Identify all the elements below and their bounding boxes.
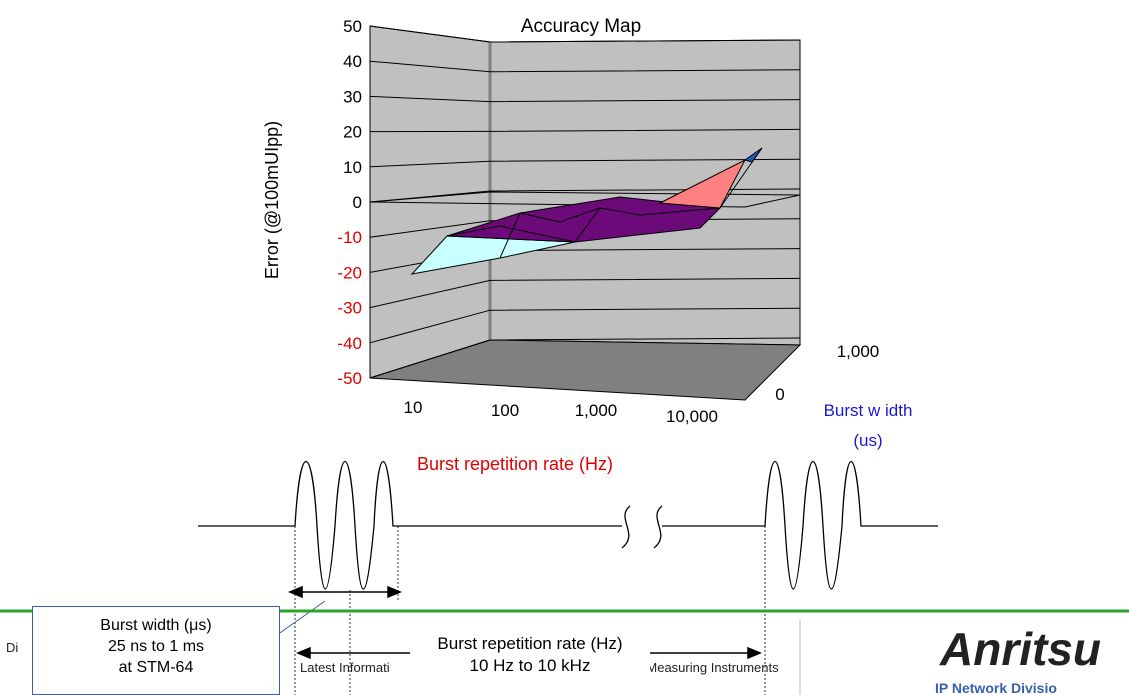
z-tick-label: 1,000 (837, 342, 880, 361)
y-tick-labels: 50 40 30 20 10 0 -10 -20 -30 -40 -50 (337, 17, 362, 388)
gridline (369, 25, 801, 43)
y-axis-label: Error (@100mUIpp) (262, 121, 282, 279)
repetition-line2: 10 Hz to 10 kHz (469, 656, 591, 675)
repetition-line1: Burst repetition rate (Hz) (437, 634, 623, 653)
y-tick-label: -10 (337, 228, 362, 247)
surface (410, 147, 763, 275)
z-axis-label-line1: Burst w idth (824, 401, 913, 420)
y-tick-label: 10 (343, 158, 362, 177)
gridline (369, 337, 801, 379)
footer-logo: Anritsu (939, 623, 1101, 675)
footer-right-fragment: tter Measuring Instruments (624, 660, 779, 675)
waveform-right (662, 460, 938, 590)
footer-middle-fragment: Latest Informati (300, 660, 390, 675)
footer-left-fragment: Di (6, 640, 19, 655)
surface-band-high (658, 158, 747, 209)
burst-waveform (198, 460, 938, 590)
waveform-left (198, 460, 622, 590)
z-tick-label: 0 (775, 385, 784, 404)
x-tick-label: 100 (491, 401, 519, 420)
gridline (369, 95, 801, 103)
footer-division: IP Network Divisio (935, 680, 1057, 695)
burst-width-line3: at STM-64 (118, 659, 194, 676)
x-axis-label: Burst repetition rate (Hz) (417, 454, 613, 474)
burst-width-callout: Burst width (μs) 25 ns to 1 ms at STM-64 (32, 606, 280, 695)
y-tick-label: -20 (337, 263, 362, 282)
gridline (369, 158, 801, 168)
z-tick-labels: 0 1,000 (775, 342, 879, 404)
y-tick-label: 0 (353, 193, 362, 212)
z-axis-label-line2: (us) (853, 431, 882, 450)
break-mark-1 (621, 505, 631, 549)
gridline (369, 307, 801, 344)
break-mark-2 (653, 505, 663, 549)
repetition-callout: Burst repetition rate (Hz) 10 Hz to 10 k… (410, 633, 650, 677)
burst-width-line1: Burst width (μs) (100, 617, 212, 634)
gridline (369, 128, 801, 133)
burst-width-line2: 25 ns to 1 ms (107, 638, 205, 655)
y-tick-label: 40 (343, 52, 362, 71)
x-tick-label: 10 (404, 398, 423, 417)
x-tick-labels: 10 100 1,000 10,000 (404, 398, 718, 426)
y-tick-label: 50 (343, 17, 362, 36)
x-tick-label: 10,000 (666, 407, 718, 426)
gridline (369, 277, 801, 309)
x-tick-label: 1,000 (575, 401, 618, 420)
y-tick-label: -40 (337, 334, 362, 353)
y-tick-label: 20 (343, 123, 362, 142)
y-tick-label: 30 (343, 87, 362, 106)
y-tick-label: -50 (337, 369, 362, 388)
y-tick-label: -30 (337, 299, 362, 318)
chart-title: Accuracy Map (521, 16, 641, 37)
gridline (369, 60, 801, 73)
